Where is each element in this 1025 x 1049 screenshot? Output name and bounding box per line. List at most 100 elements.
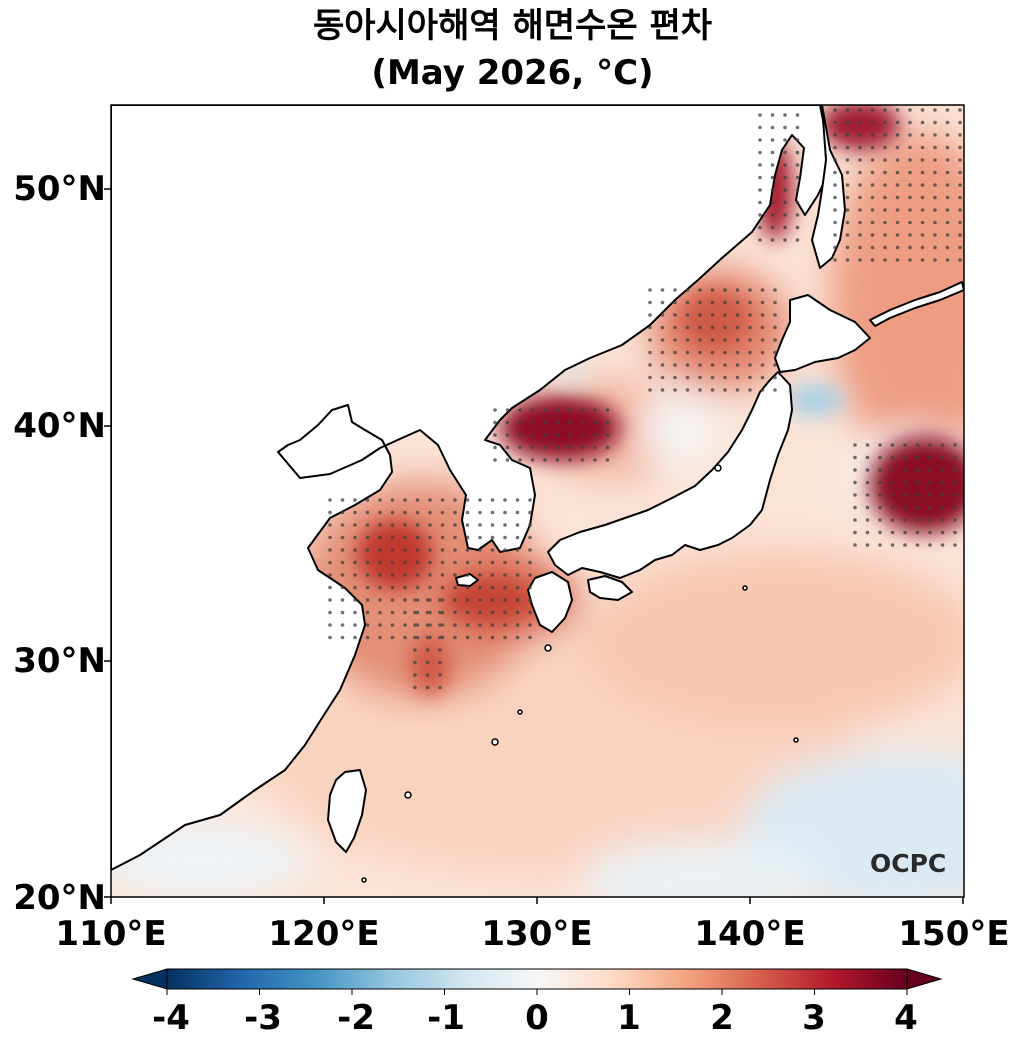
colorbar-label-neg1: -1 xyxy=(427,998,465,1038)
significance-dot xyxy=(758,175,762,180)
significance-dot xyxy=(783,225,787,230)
y-tick-label-20N: 20°N xyxy=(13,878,106,918)
significance-dot xyxy=(465,548,470,552)
significance-dot xyxy=(760,288,765,292)
significance-dot xyxy=(940,443,945,447)
significance-dot xyxy=(413,635,417,640)
significance-dot xyxy=(365,598,370,602)
significance-dot xyxy=(748,313,752,317)
significance-dot xyxy=(353,535,357,540)
significance-dot xyxy=(770,188,775,192)
significance-dot xyxy=(773,350,777,355)
x-tick-label-150E: 150°E xyxy=(898,914,1010,954)
significance-dot xyxy=(958,120,962,125)
significance-dot xyxy=(518,408,522,412)
significance-dot xyxy=(340,560,345,565)
significance-dot xyxy=(895,183,900,187)
ocpc-logo: OCPC xyxy=(870,849,946,878)
significance-dot xyxy=(660,288,665,292)
significance-dot xyxy=(365,635,370,640)
significance-dot xyxy=(878,518,882,522)
significance-dot xyxy=(438,685,442,690)
significance-dot xyxy=(648,338,652,342)
y-tick-label-50N: 50°N xyxy=(13,169,106,209)
significance-dot xyxy=(945,220,950,225)
significance-dot xyxy=(908,245,912,250)
significance-dot xyxy=(490,573,495,577)
sakhalin-island xyxy=(811,105,846,269)
significance-dot xyxy=(758,225,762,230)
significance-dot xyxy=(528,498,532,502)
significance-dot xyxy=(378,560,382,565)
significance-dot xyxy=(958,158,962,162)
colorbar-gradient xyxy=(166,968,908,990)
significance-dot xyxy=(908,195,912,200)
significance-dot xyxy=(648,375,652,380)
axis-ticks xyxy=(104,188,964,904)
significance-dot xyxy=(865,543,870,547)
significance-dot xyxy=(858,145,862,150)
significance-dot xyxy=(505,420,510,425)
significance-dot xyxy=(890,518,895,522)
significance-dot xyxy=(770,150,775,155)
significance-dot xyxy=(748,363,752,367)
significance-dot xyxy=(895,108,900,112)
significance-dot xyxy=(328,598,332,602)
significance-dot xyxy=(760,338,765,342)
significance-dot xyxy=(605,433,610,437)
significance-dot xyxy=(353,598,357,602)
significance-dot xyxy=(428,523,432,527)
significance-dot xyxy=(920,145,925,150)
significance-dot xyxy=(438,660,442,665)
significance-dot xyxy=(853,518,857,522)
significance-dot xyxy=(845,158,850,162)
significance-dot xyxy=(530,458,535,462)
significance-dot xyxy=(903,530,907,535)
significance-dot xyxy=(853,530,857,535)
significance-dot xyxy=(928,543,932,547)
significance-dot xyxy=(503,560,507,565)
significance-dot xyxy=(415,560,420,565)
significance-dot xyxy=(453,635,457,640)
significance-dot xyxy=(648,363,652,367)
significance-dot xyxy=(945,145,950,150)
significance-dot xyxy=(895,258,900,262)
significance-dot xyxy=(515,623,520,627)
significance-dot xyxy=(723,363,727,367)
significance-dot xyxy=(858,108,862,112)
significance-dot xyxy=(735,375,740,380)
significance-dot xyxy=(870,208,875,212)
significance-dot xyxy=(438,673,442,677)
significance-dot xyxy=(723,325,727,330)
significance-dot xyxy=(593,433,597,437)
significance-dot xyxy=(528,510,532,515)
significance-dot xyxy=(915,443,920,447)
significance-dot xyxy=(503,523,507,527)
significance-dot xyxy=(758,200,762,205)
significance-dot xyxy=(858,245,862,250)
significance-dot xyxy=(340,548,345,552)
significance-dot xyxy=(773,375,777,380)
significance-dot xyxy=(415,535,420,540)
significance-dot xyxy=(440,535,445,540)
significance-dot xyxy=(920,170,925,175)
significance-dot xyxy=(440,635,445,640)
significance-dot xyxy=(908,145,912,150)
significance-dot xyxy=(915,518,920,522)
significance-dot xyxy=(425,598,430,602)
significance-dot xyxy=(878,505,882,510)
significance-dot xyxy=(505,408,510,412)
significance-dot xyxy=(390,598,395,602)
colorbar-label-neg2: -2 xyxy=(337,998,375,1038)
significance-dot xyxy=(773,363,777,367)
significance-dot xyxy=(883,120,887,125)
significance-dot xyxy=(365,523,370,527)
significance-dot xyxy=(758,125,762,130)
significance-dot xyxy=(353,523,357,527)
significance-dot xyxy=(958,233,962,237)
significance-dot xyxy=(365,573,370,577)
significance-dot xyxy=(783,113,787,117)
significance-dot xyxy=(870,170,875,175)
significance-dot xyxy=(530,420,535,425)
significance-dot xyxy=(648,288,652,292)
